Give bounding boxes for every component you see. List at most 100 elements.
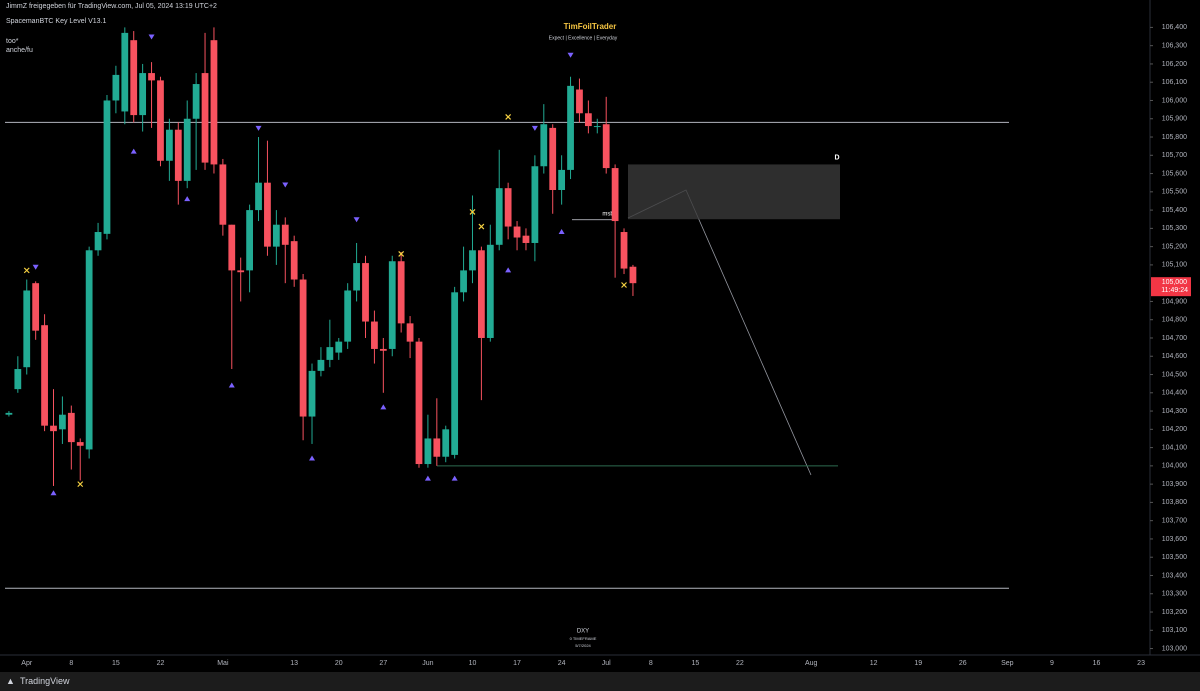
msb-label: msb <box>602 211 614 217</box>
candle-body <box>442 429 450 457</box>
x-tick-label: 12 <box>870 660 878 667</box>
y-tick-label: 104,600 <box>1162 353 1187 360</box>
supply-zone <box>628 164 840 220</box>
candle-body <box>362 263 369 322</box>
candle-body <box>317 359 325 371</box>
y-tick-label: 103,800 <box>1162 499 1187 506</box>
candle-body <box>486 244 494 338</box>
y-tick-label: 104,900 <box>1162 298 1187 305</box>
x-tick-label: 8 <box>649 660 653 667</box>
candle-body <box>576 89 583 114</box>
brand-name[interactable]: TradingView <box>20 676 70 686</box>
signal-down <box>148 34 155 40</box>
share-line: JimmZ freigegeben für TradingView.com, J… <box>6 3 217 10</box>
candle-body <box>406 323 414 342</box>
candle-body <box>584 113 592 127</box>
signal-up <box>424 475 431 481</box>
y-tick-label: 104,500 <box>1162 371 1187 378</box>
signal-up <box>451 475 458 481</box>
candle-body <box>344 290 352 342</box>
signal-up <box>380 404 387 410</box>
candle-body <box>201 73 209 163</box>
y-tick-label: 105,900 <box>1162 116 1187 123</box>
candle-body <box>299 279 307 417</box>
y-tick-label: 105,700 <box>1162 152 1187 159</box>
candle-body <box>504 188 512 227</box>
watermark-subtitle: Expect | Excellence | Everyday <box>549 35 618 41</box>
x-tick-label: 13 <box>290 660 298 667</box>
price-axis-bg <box>1150 0 1200 672</box>
candle-body <box>593 126 601 128</box>
y-tick-label: 106,000 <box>1162 97 1187 104</box>
candle-body <box>371 321 378 349</box>
signal-down <box>282 182 289 188</box>
y-tick-label: 103,900 <box>1162 481 1187 488</box>
projection-path <box>627 189 812 476</box>
x-tick-label: 16 <box>1093 660 1101 667</box>
x-tick-label: Jun <box>422 660 433 667</box>
x-tick-label: Apr <box>21 660 33 667</box>
x-tick-label: 24 <box>558 660 566 667</box>
candle-body <box>50 425 57 432</box>
y-tick-label: 105,400 <box>1162 207 1187 214</box>
candle-body <box>611 168 619 222</box>
chart: TimFoilTrader Expect | Excellence | Ever… <box>0 0 1200 672</box>
candle-body <box>121 32 129 112</box>
candle-body <box>183 118 191 181</box>
candle-body <box>522 235 530 243</box>
candle-body <box>433 438 441 457</box>
candle-body <box>85 250 93 450</box>
candle-body <box>513 226 521 238</box>
y-tick-label: 103,000 <box>1162 645 1187 652</box>
y-tick-label: 104,000 <box>1162 463 1187 470</box>
candle-body <box>415 341 423 465</box>
candle-body <box>451 292 459 455</box>
y-tick-label: 106,400 <box>1162 24 1187 31</box>
candle-body <box>192 84 200 119</box>
candle-body <box>629 266 637 284</box>
indicator-line: too* <box>6 38 19 45</box>
candle-body <box>67 412 75 443</box>
y-tick-label: 105,800 <box>1162 134 1187 141</box>
signal-up <box>309 455 316 461</box>
indicator-name[interactable]: SpacemanBTC Key Level V13.1 <box>6 18 107 25</box>
candle-body <box>255 182 262 211</box>
candle-body <box>41 325 48 426</box>
candle-body <box>237 270 245 273</box>
x-tick-label: 26 <box>959 660 967 667</box>
candle-body <box>620 232 628 269</box>
signal-down <box>255 125 262 131</box>
y-tick-label: 104,100 <box>1162 444 1187 451</box>
candle-body <box>148 73 155 81</box>
symbol-date: 5/7/2024 <box>575 643 591 648</box>
y-tick-label: 105,500 <box>1162 189 1187 196</box>
candle-body <box>308 370 316 417</box>
y-tick-label: 104,200 <box>1162 426 1187 433</box>
y-tick-label: 104,700 <box>1162 335 1187 342</box>
signal-cross <box>23 267 30 274</box>
candle-body <box>130 40 138 116</box>
y-tick-label: 105,100 <box>1162 262 1187 269</box>
signal-down <box>567 52 574 58</box>
y-tick-label: 103,600 <box>1162 536 1187 543</box>
x-tick-label: 8 <box>69 660 73 667</box>
x-tick-label: 23 <box>1137 660 1145 667</box>
y-tick-label: 103,700 <box>1162 518 1187 525</box>
candle-body <box>246 210 253 271</box>
x-tick-label: 15 <box>691 660 699 667</box>
signal-up <box>558 229 565 235</box>
candle-body <box>210 40 218 165</box>
y-tick-label: 103,100 <box>1162 627 1187 634</box>
candle-body <box>567 85 574 170</box>
x-tick-label: 22 <box>157 660 165 667</box>
candle-body <box>397 261 405 324</box>
candle-body <box>290 241 298 280</box>
footer-bar: ▲ TradingView <box>0 672 1200 691</box>
candle-body <box>424 438 432 465</box>
candle-body <box>32 283 40 331</box>
last-price-label: 105,000 <box>1162 279 1187 286</box>
candle-body <box>139 73 147 116</box>
brand-logo[interactable]: ▲ <box>6 676 15 686</box>
x-tick-label: 22 <box>736 660 744 667</box>
